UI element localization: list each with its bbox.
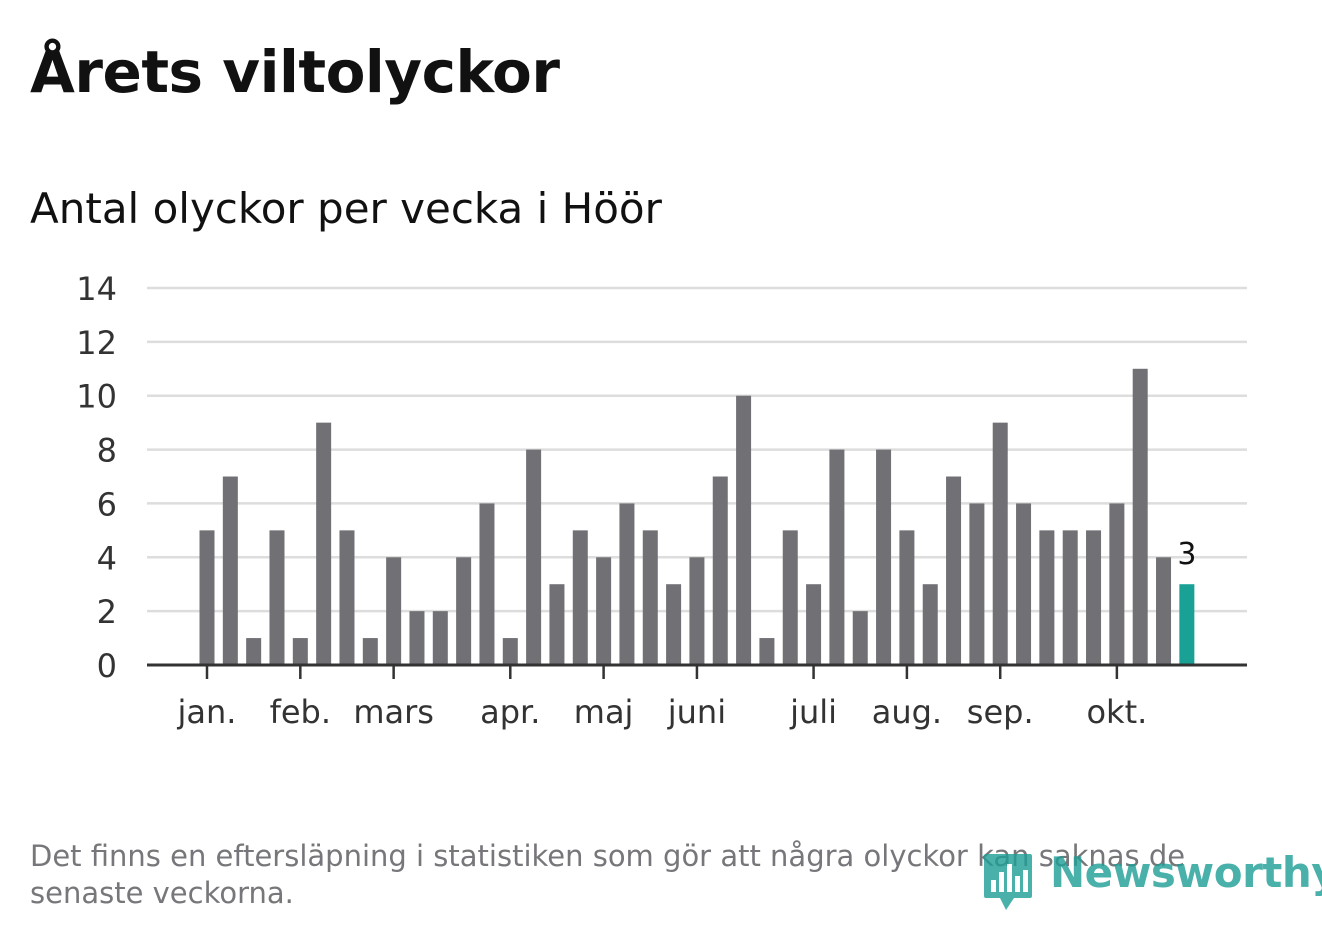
bar xyxy=(456,557,472,665)
bar xyxy=(619,503,635,665)
chart-subtitle: Antal olyckor per vecka i Höör xyxy=(30,184,662,233)
bar xyxy=(876,449,892,665)
month-label: juli xyxy=(789,693,837,730)
y-tick-label: 8 xyxy=(97,432,117,470)
bar xyxy=(712,476,728,665)
month-label: jan. xyxy=(177,693,237,730)
bar-labels: 3 xyxy=(1177,537,1196,572)
month-label: apr. xyxy=(480,693,540,730)
bar xyxy=(969,503,985,665)
newsworthy-logo: Newsworthy xyxy=(982,848,1322,912)
bar-highlight xyxy=(1179,584,1195,665)
month-label: sep. xyxy=(967,693,1034,730)
month-label: okt. xyxy=(1086,693,1147,730)
bar-chart-pin-icon xyxy=(984,854,1032,910)
bar xyxy=(292,638,308,665)
bar xyxy=(806,584,822,665)
y-tick-label: 6 xyxy=(97,485,117,523)
bar xyxy=(1109,503,1125,665)
highlight-value-label: 3 xyxy=(1177,537,1196,572)
y-tick-label: 0 xyxy=(97,647,117,685)
bar xyxy=(1062,530,1078,665)
month-label: juni xyxy=(667,693,726,730)
bar xyxy=(199,530,215,665)
y-axis-ticks: 0 2 4 6 8 10 12 14 xyxy=(76,270,117,685)
bar xyxy=(1156,557,1172,665)
bar xyxy=(1016,503,1032,665)
y-tick-label: 2 xyxy=(97,593,117,631)
bar xyxy=(922,584,938,665)
bar xyxy=(222,476,238,665)
bar xyxy=(409,611,425,665)
y-tick-label: 10 xyxy=(76,378,117,416)
bar xyxy=(339,530,355,665)
bar xyxy=(782,530,798,665)
bars xyxy=(199,368,1195,665)
bar xyxy=(549,584,565,665)
y-tick-label: 4 xyxy=(97,539,117,577)
bar xyxy=(386,557,402,665)
bar xyxy=(689,557,705,665)
month-label: feb. xyxy=(270,693,331,730)
bar xyxy=(1086,530,1102,665)
bar xyxy=(479,503,495,665)
bar xyxy=(736,395,752,665)
bar xyxy=(899,530,915,665)
bar xyxy=(269,530,285,665)
x-axis: jan. feb. mars apr. maj juni juli aug. sep. okt. xyxy=(147,663,1247,730)
bar xyxy=(759,638,775,665)
bar xyxy=(362,638,378,665)
bar-chart: 0 2 4 6 8 10 12 14 jan. feb. mars apr. maj juni juli a… xyxy=(76,270,1247,730)
bar xyxy=(642,530,658,665)
bar xyxy=(432,611,448,665)
bar xyxy=(666,584,682,665)
bar xyxy=(316,422,332,665)
bar xyxy=(596,557,612,665)
month-label: mars xyxy=(353,693,434,730)
bar xyxy=(992,422,1008,665)
bar xyxy=(502,638,518,665)
bar xyxy=(829,449,845,665)
bar xyxy=(526,449,542,665)
bar xyxy=(246,638,262,665)
bar xyxy=(572,530,588,665)
y-tick-label: 14 xyxy=(76,270,117,308)
bar xyxy=(1132,368,1148,665)
month-label: maj xyxy=(574,693,634,730)
month-label: aug. xyxy=(872,693,942,730)
logo-text: Newsworthy xyxy=(1050,848,1322,897)
bar xyxy=(852,611,868,665)
bar xyxy=(1039,530,1055,665)
y-tick-label: 12 xyxy=(76,324,117,362)
bar xyxy=(946,476,962,665)
chart-title: Årets viltolyckor xyxy=(30,38,560,106)
